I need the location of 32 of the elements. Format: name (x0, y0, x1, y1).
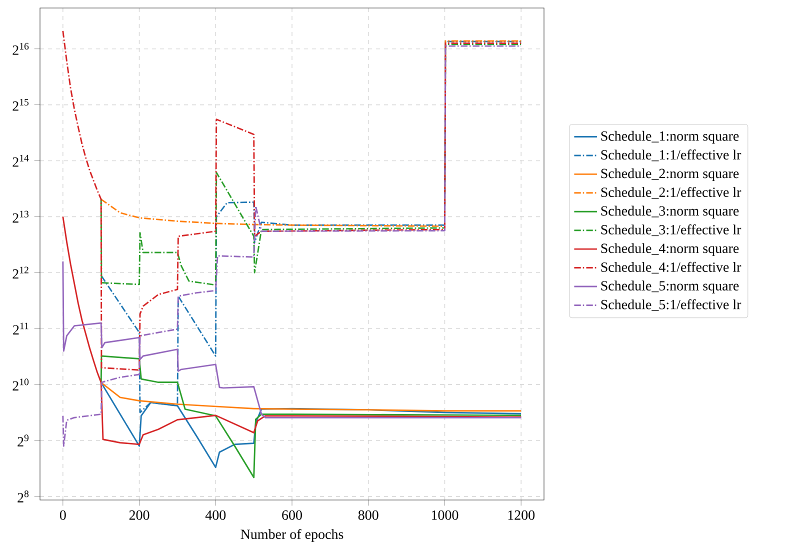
legend-label: Schedule_4:1/effective lr (601, 262, 742, 274)
legend-label: Schedule_1:norm square (601, 130, 739, 144)
x-tick-label: 0 (60, 510, 66, 520)
legend-label: Schedule_5:norm square (601, 280, 739, 294)
y-tick-label: 2$^{8}$ (18, 490, 29, 502)
y-tick-label: 2$^{10}$ (12, 378, 29, 390)
legend-label: Schedule_4:norm square (601, 243, 739, 256)
legend-label: Schedule_2:1/effective lr (601, 187, 742, 199)
x-tick-label: 800 (358, 510, 378, 520)
x-axis-title: Number of epochs (240, 529, 344, 542)
line-series (100, 382, 522, 412)
x-tick-label: 600 (282, 510, 302, 520)
x-tick-label: 200 (129, 510, 150, 520)
line-series (100, 355, 522, 478)
y-tick-label: 2$^{16}$ (12, 42, 29, 55)
legend-label: Schedule_1:1/effective lr (601, 150, 742, 162)
line-series (62, 30, 522, 371)
x-tick-label: 400 (205, 510, 226, 520)
line-series (62, 216, 522, 446)
legend-label: Schedule_5:1/effective lr (601, 299, 742, 311)
x-tick-label: 1000 (432, 510, 458, 520)
y-tick-label: 2$^{14}$ (12, 154, 29, 167)
y-tick-label: 2$^{13}$ (12, 210, 29, 223)
y-tick-label: 2$^{9}$ (18, 434, 29, 446)
legend-label: Schedule_3:norm square (601, 206, 739, 218)
y-tick-label: 2$^{15}$ (12, 98, 29, 111)
y-tick-label: 2$^{12}$ (12, 266, 28, 279)
legend-label: Schedule_2:norm square (601, 168, 739, 182)
line-series (62, 45, 522, 447)
legend-label: Schedule_3:1/effective lr (601, 224, 742, 236)
x-tick-label: 1200 (508, 510, 535, 520)
y-tick-label: 2$^{11}$ (13, 322, 28, 334)
